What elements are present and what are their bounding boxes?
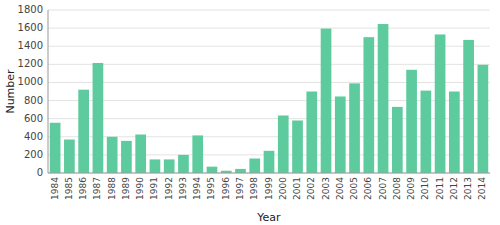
bar — [363, 37, 374, 173]
x-tick-label: 1999 — [264, 177, 274, 200]
x-tick-label: 2010 — [420, 177, 430, 200]
y-tick-label: 200 — [24, 149, 43, 160]
y-tick-label: 1400 — [18, 40, 43, 51]
y-tick-label: 600 — [24, 113, 43, 124]
bar — [378, 24, 389, 173]
y-tick-label: 1600 — [18, 22, 43, 33]
grid-line — [48, 46, 490, 47]
x-tick-label: 2008 — [392, 177, 402, 200]
x-tick-label: 2004 — [335, 177, 345, 200]
bar — [207, 167, 218, 173]
x-tick-label: 2000 — [278, 177, 288, 200]
x-tick-label: 2002 — [306, 177, 316, 200]
y-tick-label: 800 — [24, 95, 43, 106]
bar — [335, 96, 346, 173]
y-axis-label: Number — [4, 69, 17, 114]
bars — [50, 24, 488, 173]
bar — [321, 29, 332, 173]
bar — [192, 135, 203, 173]
x-tick-label: 1988 — [107, 177, 117, 200]
x-tick-label: 2005 — [349, 177, 359, 200]
bar — [435, 34, 446, 173]
bar — [93, 63, 104, 173]
bar — [478, 65, 489, 173]
bar — [135, 135, 146, 173]
grid — [48, 10, 490, 173]
chart-container: 0200400600800100012001400160018001984198… — [0, 0, 500, 225]
x-tick-label: 1998 — [249, 177, 259, 200]
x-ticks: 1984 1985 1986 1987 1988 1989 1990 1991 1992 1993… — [50, 177, 488, 200]
y-tick-label: 0 — [37, 167, 43, 178]
bar — [164, 159, 175, 173]
x-tick-label: 2006 — [363, 177, 373, 200]
x-tick-label: 1996 — [221, 177, 231, 200]
x-tick-label: 2014 — [477, 177, 487, 200]
bar — [292, 120, 303, 173]
bar — [306, 92, 317, 174]
bar — [107, 137, 118, 173]
x-tick-label: 1994 — [192, 177, 202, 200]
y-axis-line — [48, 10, 49, 173]
x-tick-label: 1997 — [235, 177, 245, 200]
bar — [235, 169, 246, 173]
x-tick-label: 1989 — [121, 177, 131, 200]
x-axis-label: Year — [256, 211, 281, 224]
grid-line — [48, 10, 490, 11]
x-tick-label: 1995 — [206, 177, 216, 200]
x-tick-label: 1990 — [135, 177, 145, 200]
bar — [178, 155, 189, 173]
bar — [449, 92, 460, 174]
x-tick-label: 1992 — [164, 177, 174, 200]
grid-line — [48, 173, 490, 174]
x-tick-label: 1986 — [78, 177, 88, 200]
bar — [64, 139, 75, 173]
bar — [249, 159, 260, 173]
bar — [150, 159, 161, 173]
bar — [264, 151, 275, 173]
grid-line — [48, 28, 490, 29]
x-tick-label: 2013 — [463, 177, 473, 200]
x-tick-label: 1991 — [149, 177, 159, 200]
x-tick-label: 2001 — [292, 177, 302, 200]
y-tick-label: 1000 — [18, 76, 43, 87]
x-tick-label: 2007 — [378, 177, 388, 200]
bar — [121, 141, 132, 173]
bar — [392, 107, 403, 173]
chart: 0200400600800100012001400160018001984198… — [0, 0, 500, 225]
x-tick-label: 2011 — [435, 177, 445, 200]
bar — [406, 70, 417, 173]
grid-line — [48, 82, 490, 83]
x-tick-label: 2003 — [321, 177, 331, 200]
x-tick-label: 2009 — [406, 177, 416, 200]
y-ticks: 0 200 400 600 800 1000 1200 1400 1600 1800 — [18, 4, 43, 178]
bar — [278, 115, 289, 173]
x-axis-line — [48, 173, 490, 174]
bar — [420, 91, 431, 173]
x-tick-label: 1987 — [92, 177, 102, 200]
y-tick-label: 400 — [24, 131, 43, 142]
grid-line — [48, 64, 490, 65]
bar — [50, 123, 61, 173]
bar — [463, 40, 474, 173]
y-tick-label: 1200 — [18, 58, 43, 69]
bar — [78, 90, 89, 173]
x-tick-label: 1993 — [178, 177, 188, 200]
x-tick-label: 2012 — [449, 177, 459, 200]
bar — [349, 83, 360, 173]
x-tick-label: 1985 — [64, 177, 74, 200]
x-tick-label: 1984 — [50, 177, 60, 200]
y-tick-label: 1800 — [18, 4, 43, 15]
